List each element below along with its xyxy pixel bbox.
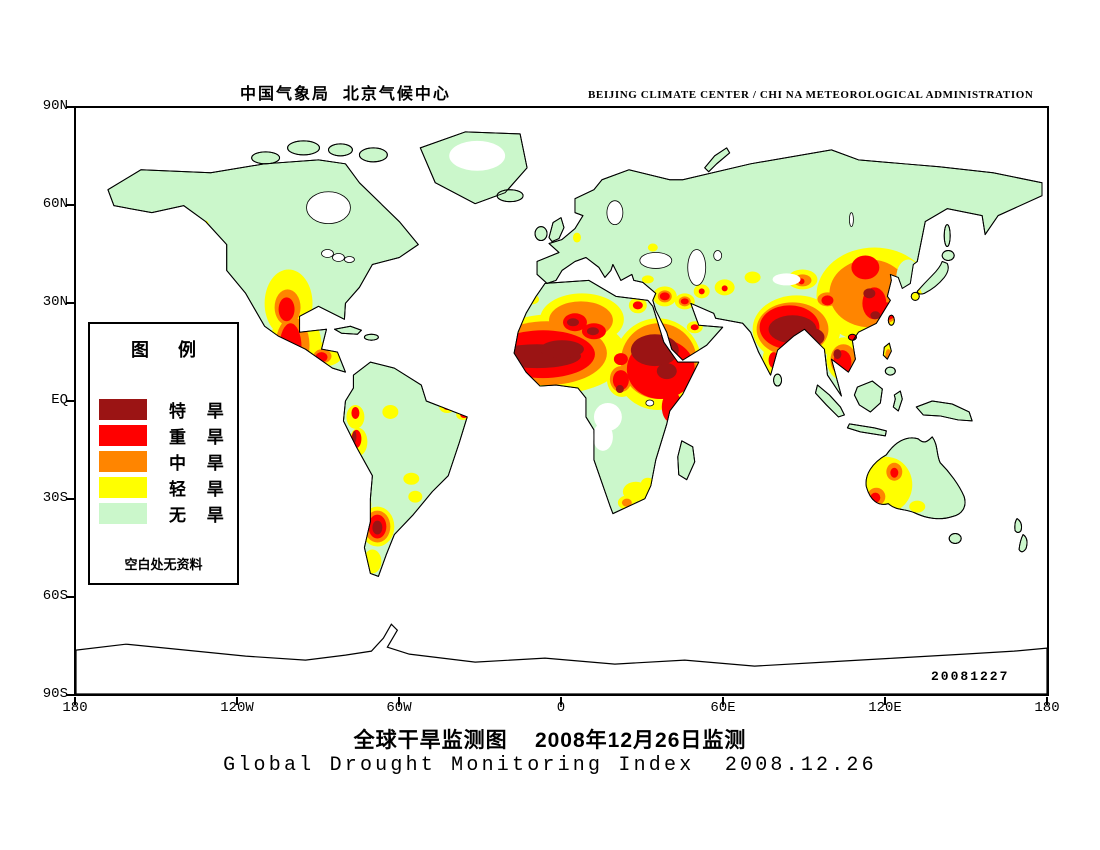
y-axis-label-30s: 30S: [42, 490, 68, 506]
legend-item-label: 重 旱: [169, 427, 225, 447]
world-map: [76, 131, 1047, 694]
y-axis-label-60s: 60S: [42, 588, 68, 604]
y-tick: [66, 204, 75, 206]
x-axis-label-60e: 60E: [710, 700, 736, 716]
x-axis-label-180w: 180: [62, 700, 88, 716]
y-tick: [66, 694, 75, 696]
legend-items: 特 旱 重 旱 中 旱 轻 旱 无 旱: [99, 396, 233, 526]
x-axis-label-180e: 180: [1034, 700, 1060, 716]
moderate-drought-swatch: [99, 450, 147, 472]
legend-item-label: 中 旱: [169, 453, 225, 473]
x-tick: [398, 697, 400, 705]
x-axis-label-60w: 60W: [386, 700, 412, 716]
y-axis-label-90s: 90S: [42, 686, 68, 702]
legend-item-label: 轻 旱: [169, 479, 225, 499]
antarctica-outline: [76, 623, 1047, 694]
lakes-layer: [306, 191, 854, 407]
y-tick: [66, 596, 75, 598]
y-axis-label-30n: 30N: [42, 294, 68, 310]
legend-item-none: 无 旱: [99, 500, 233, 526]
x-axis-label-120e: 120E: [868, 700, 902, 716]
x-tick: [236, 697, 238, 705]
legend-box: 图 例 特 旱 重 旱 中 旱 轻 旱 无 旱 空白处无资料: [88, 322, 239, 585]
legend-title: 图 例: [130, 340, 208, 360]
x-tick: [560, 697, 562, 705]
legend-no-data-note: 空白处无资料: [124, 557, 203, 572]
no-data-patches: [449, 140, 801, 451]
agency-title-cn: 中国气象局 北京气候中心: [240, 86, 451, 103]
map-date-stamp: 20081227: [931, 669, 1010, 684]
y-axis-label-60n: 60N: [42, 196, 68, 212]
x-tick: [722, 697, 724, 705]
legend-item-moderate: 中 旱: [99, 448, 233, 474]
legend-item-label: 无 旱: [169, 505, 225, 525]
x-axis-label-0: 0: [556, 700, 566, 716]
y-tick: [66, 302, 75, 304]
x-tick: [884, 697, 886, 705]
y-tick: [66, 498, 75, 500]
map-title-cn: 全球干旱监测图 2008年12月26日监测: [353, 729, 747, 752]
y-tick: [66, 400, 75, 402]
map-title-en: Global Drought Monitoring Index 2008.12.…: [223, 754, 877, 777]
legend-item-severe: 重 旱: [99, 422, 233, 448]
y-tick: [66, 106, 75, 108]
light-drought-swatch: [99, 476, 147, 498]
legend-item-extreme: 特 旱: [99, 396, 233, 422]
x-axis-label-120w: 120W: [220, 700, 254, 716]
y-axis-label-90n: 90N: [42, 98, 68, 114]
x-tick: [1046, 697, 1048, 705]
legend-item-label: 特 旱: [169, 401, 225, 421]
legend-item-light: 轻 旱: [99, 474, 233, 500]
severe-drought-swatch: [99, 424, 147, 446]
y-axis-label-eq: EQ: [51, 392, 68, 408]
extreme-drought-swatch: [99, 398, 147, 420]
x-tick: [74, 697, 76, 705]
agency-title-en: BEIJING CLIMATE CENTER / CHI NA METEOROL…: [588, 89, 1034, 101]
no-drought-swatch: [99, 502, 147, 524]
